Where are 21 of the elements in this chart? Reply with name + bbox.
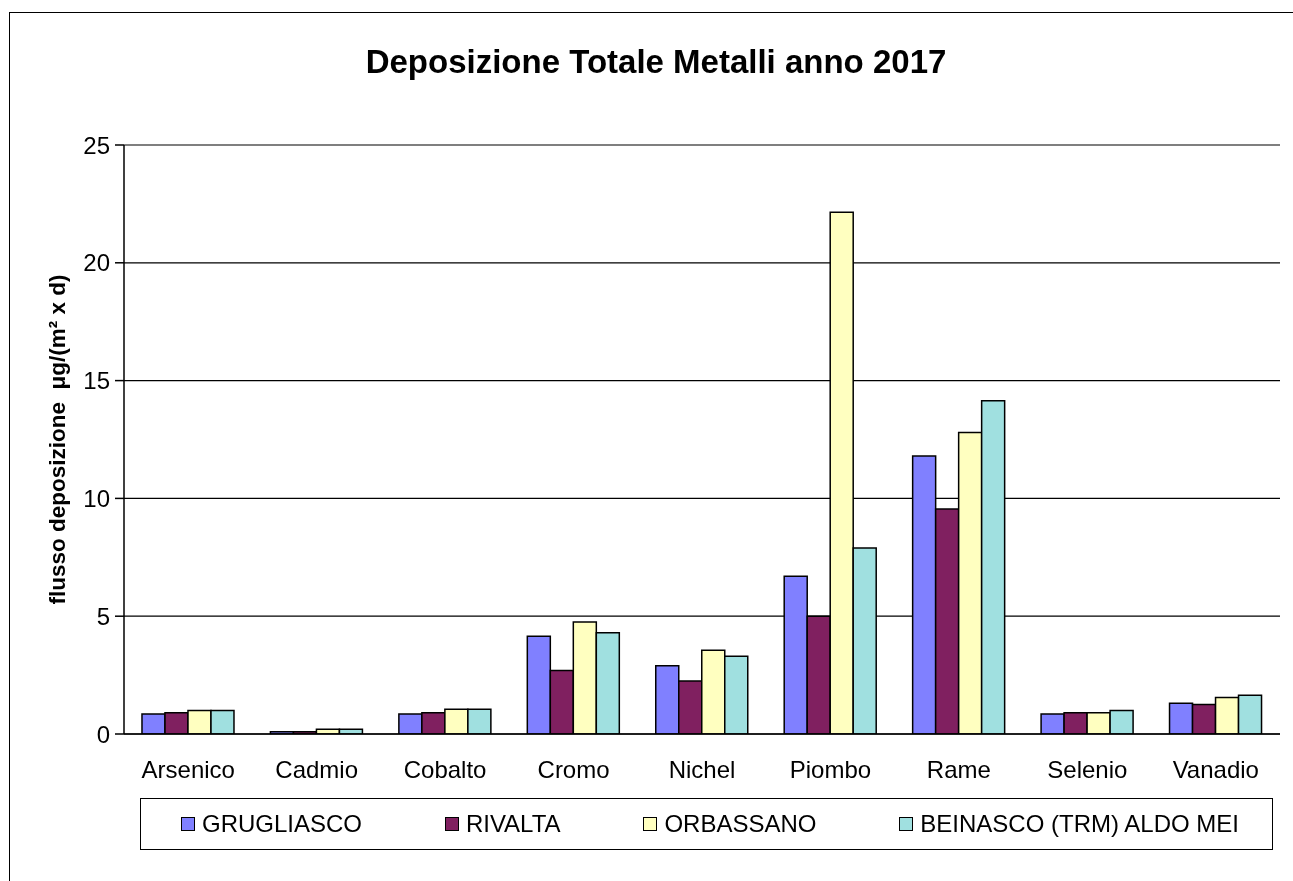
x-tick-label: Vanadio bbox=[1172, 756, 1259, 784]
legend-label: GRUGLIASCO bbox=[202, 810, 363, 838]
y-tick-label: 5 bbox=[96, 602, 110, 630]
x-tick-label: Cobalto bbox=[403, 756, 487, 784]
x-tick-label: Rame bbox=[926, 756, 991, 784]
x-tick-label: Nichel bbox=[668, 756, 736, 784]
chart-title: Deposizione Totale Metalli anno 2017 bbox=[364, 43, 948, 81]
x-tick-label: Cromo bbox=[537, 756, 610, 784]
y-tick-label: 25 bbox=[83, 131, 110, 159]
y-tick-label: 0 bbox=[96, 720, 110, 748]
y-tick-label: 10 bbox=[83, 484, 110, 512]
x-tick-label: Selenio bbox=[1047, 756, 1128, 784]
y-axis-title: flusso deposizione μg/(m² x d) bbox=[44, 274, 70, 605]
y-tick-label: 15 bbox=[83, 367, 110, 395]
x-tick-label: Arsenico bbox=[141, 756, 235, 784]
y-tick-label: 20 bbox=[83, 249, 110, 277]
legend-label: BEINASCO (TRM) ALDO MEI bbox=[920, 810, 1239, 838]
x-tick-label: Piombo bbox=[789, 756, 872, 784]
legend-label: RIVALTA bbox=[465, 810, 561, 838]
legend-label: ORBASSANO bbox=[664, 810, 817, 838]
x-tick-label: Cadmio bbox=[275, 756, 359, 784]
